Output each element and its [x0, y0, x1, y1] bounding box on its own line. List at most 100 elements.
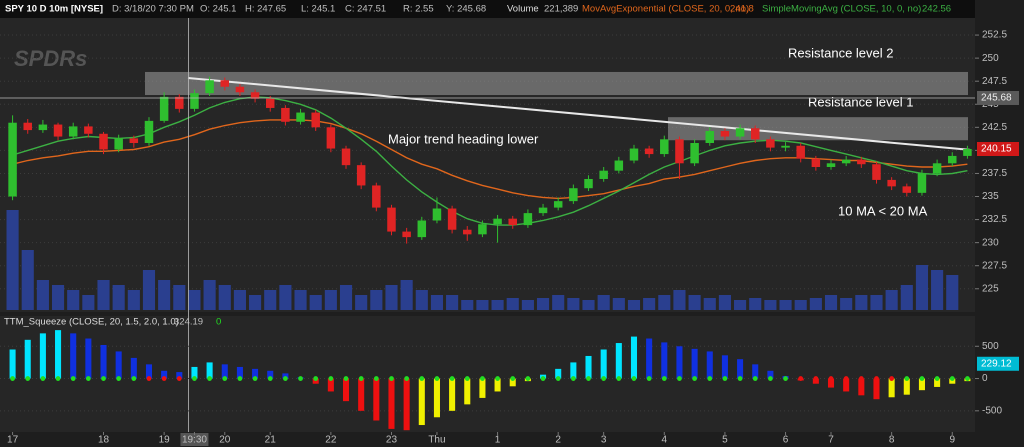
volume-bar — [870, 295, 883, 310]
histogram-bar — [373, 378, 380, 421]
squeeze-dot — [419, 376, 425, 381]
histogram-bar — [236, 366, 243, 379]
histogram-bar — [267, 370, 274, 379]
volume-bar — [567, 298, 580, 310]
indicator-last-label-box — [977, 356, 1019, 371]
candle-body — [68, 126, 78, 137]
histogram-bar — [706, 351, 713, 379]
candle-body — [887, 179, 896, 187]
volume-bar — [506, 298, 519, 310]
volume-bar — [415, 290, 428, 310]
squeeze-dot — [161, 376, 167, 381]
volume-bar — [461, 300, 474, 310]
symbol: SPY 10 D 10m [NYSE] — [5, 4, 103, 15]
volume-bar — [931, 270, 944, 310]
volume-bar — [112, 285, 125, 310]
candle-body — [296, 112, 305, 122]
histogram-bar — [161, 370, 168, 379]
squeeze-dot — [237, 376, 243, 381]
candle-body — [569, 188, 578, 202]
volume-bar — [203, 280, 216, 310]
squeeze-dot — [207, 376, 213, 381]
y-tick-label: 232.5 — [982, 214, 1007, 225]
candle-body — [356, 165, 366, 186]
volume-value: 221,389 — [544, 4, 578, 15]
volume-bar — [400, 280, 413, 310]
header-bar — [0, 0, 975, 18]
prior: Y: 245.68 — [446, 4, 486, 15]
candle-body — [99, 133, 108, 150]
volume-bar — [521, 300, 534, 310]
squeeze-dot — [965, 376, 970, 381]
x-tick-label: 1 — [495, 435, 501, 446]
candle-body — [341, 148, 351, 166]
squeeze-dot — [176, 376, 182, 381]
indicator-title: TTM_Squeeze (CLOSE, 20, 1.5, 2.0, 1.0) — [4, 317, 179, 328]
volume-bar — [855, 295, 868, 310]
candle-body — [175, 96, 184, 109]
histogram-bar — [464, 378, 471, 405]
candle-body — [372, 185, 381, 208]
volume-bar — [249, 295, 262, 310]
candle-body — [387, 207, 396, 232]
volume-bar — [536, 298, 550, 310]
x-tick-label: 4 — [662, 435, 668, 446]
candle-body — [629, 148, 639, 161]
x-tick-label: 23 — [386, 435, 398, 446]
candle-body — [159, 96, 169, 121]
candle-body — [599, 170, 608, 179]
volume-bar — [627, 300, 641, 310]
squeeze-dot — [267, 376, 273, 381]
candle-body — [553, 201, 563, 208]
y-tick-label: 0 — [982, 373, 988, 384]
candle-body — [8, 122, 17, 197]
x-tick-label: 8 — [889, 435, 895, 446]
candle-body — [493, 218, 502, 225]
volume-bar — [764, 300, 777, 310]
volume-bar — [188, 290, 201, 310]
x-tick-label: Thu — [428, 435, 445, 446]
candle-body — [235, 86, 245, 93]
y-tick-label: 230 — [982, 237, 999, 248]
volume-bar — [476, 300, 489, 310]
candle-body — [917, 173, 927, 193]
histogram-bar — [691, 348, 698, 379]
close: C: 247.51 — [345, 4, 386, 15]
volume-bar — [885, 290, 898, 310]
y-tick-label: 500 — [982, 341, 999, 352]
volume-bar — [794, 300, 807, 310]
squeeze-dot — [661, 376, 667, 381]
x-tick-label: 18 — [98, 435, 110, 446]
candle-body — [766, 139, 775, 148]
x-tick-label: 7 — [828, 435, 834, 446]
histogram-bar — [600, 349, 607, 379]
volume-bar — [582, 300, 595, 310]
histogram-bar — [479, 378, 486, 398]
cursor-price-label-box — [977, 90, 1019, 105]
range: R: 2.55 — [403, 4, 434, 15]
trendline — [187, 76, 971, 151]
histogram-bar — [630, 336, 638, 379]
volume-bar — [173, 285, 186, 310]
histogram-bar — [206, 362, 213, 379]
candle-body — [584, 178, 593, 189]
histogram-bar — [585, 355, 592, 379]
open: O: 245.1 — [200, 4, 236, 15]
header: SPY 10 D 10m [NYSE] D: 3/18/20 7:30 PM O… — [5, 4, 951, 15]
volume-bar — [688, 295, 701, 310]
x-tick-label: 2 — [555, 435, 561, 446]
volume-bar — [491, 300, 504, 310]
histogram-bar — [312, 378, 319, 384]
candle-body — [205, 80, 214, 94]
squeeze-dot — [116, 376, 122, 381]
volume-label: Volume — [507, 4, 539, 15]
histogram-bar — [555, 368, 562, 379]
squeeze-dot — [889, 376, 895, 381]
volume-bar — [309, 295, 322, 310]
candle-body — [38, 124, 48, 131]
histogram-bar — [509, 378, 516, 387]
squeeze-dot — [904, 376, 910, 381]
squeeze-dot — [677, 376, 682, 381]
histogram-bar — [191, 366, 198, 379]
